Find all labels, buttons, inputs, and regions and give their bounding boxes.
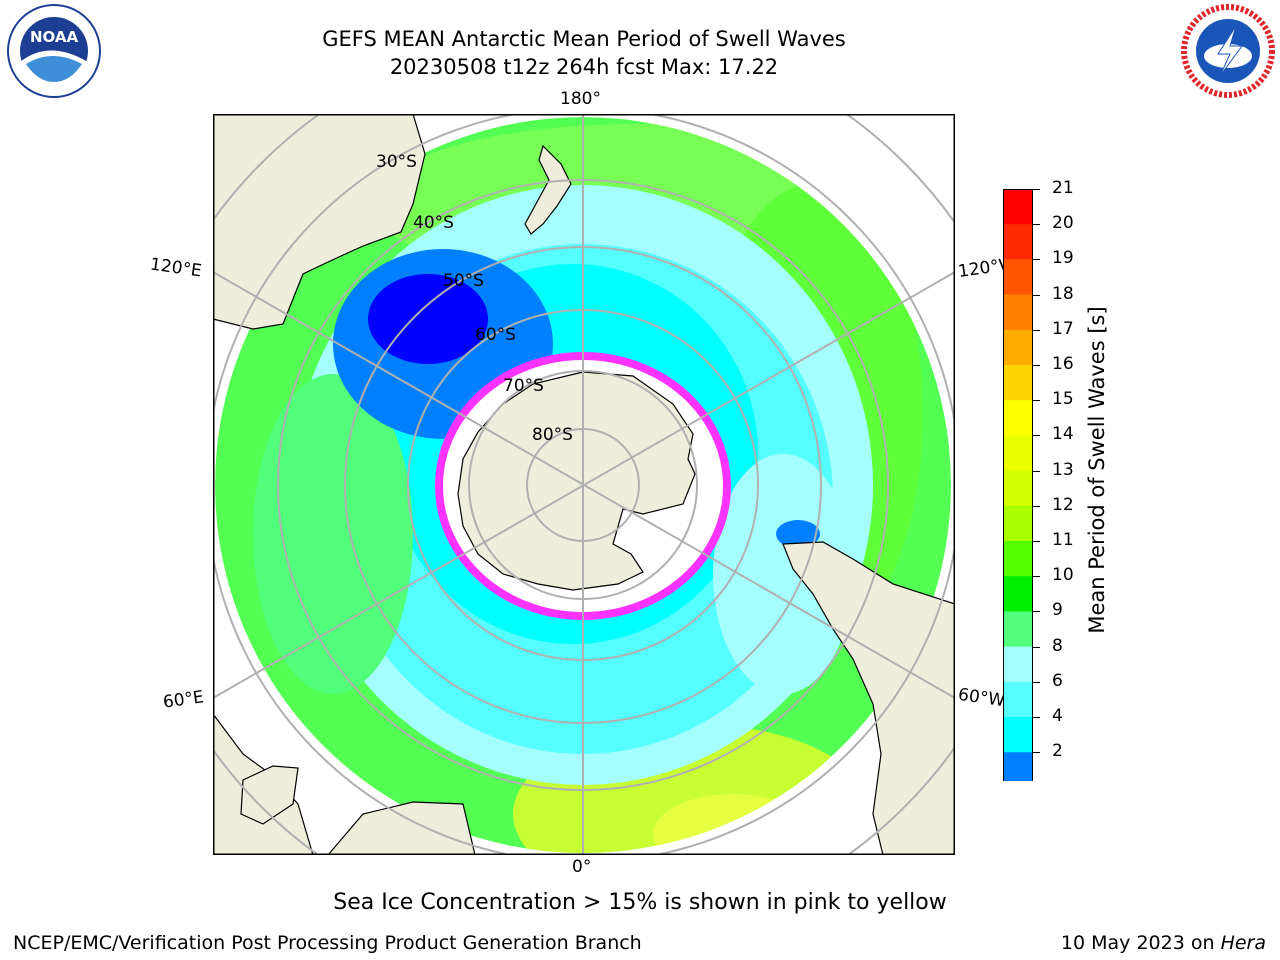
colorbar-swatches: [1002, 189, 1034, 816]
colorbar-tick-label: 2: [1052, 741, 1063, 762]
colorbar-swatch: [1003, 189, 1033, 225]
colorbar-tick-label: 20: [1052, 213, 1074, 234]
colorbar-tick-mark: [1033, 329, 1040, 331]
colorbar-tick-label: 17: [1052, 318, 1074, 339]
lon-label-180: 180°: [560, 89, 601, 109]
colorbar-tick-mark: [1033, 541, 1040, 542]
colorbar-tick-label: 21: [1052, 178, 1074, 198]
colorbar-tick-mark: [1033, 470, 1040, 472]
colorbar-tick-label: 18: [1052, 283, 1074, 304]
colorbar-swatch: [1003, 505, 1033, 542]
colorbar-swatch: [1003, 259, 1033, 296]
colorbar-tick-mark: [1033, 294, 1040, 296]
colorbar-tick-label: 12: [1052, 494, 1074, 515]
colorbar-tick-mark: [1033, 717, 1040, 718]
lat-label-60s: 60°S: [475, 325, 516, 345]
colorbar-tick-label: 15: [1052, 389, 1074, 410]
lon-label-60e: 60°E: [161, 687, 206, 713]
lat-label-70s: 70°S: [503, 376, 544, 396]
colorbar-swatch: [1003, 611, 1033, 648]
colorbar-tick-mark: [1033, 752, 1040, 754]
colorbar-tick-mark: [1033, 505, 1040, 507]
colorbar-tick-mark: [1033, 224, 1040, 226]
noaa-logo: NOAA: [4, 4, 104, 98]
colorbar-swatch: [1003, 365, 1033, 401]
lat-label-50s: 50°S: [443, 271, 484, 291]
lat-label-80s: 80°S: [532, 425, 573, 445]
colorbar-swatch: [1003, 646, 1033, 683]
nws-logo: [1178, 4, 1278, 98]
colorbar-swatch: [1003, 224, 1033, 260]
colorbar-swatch: [1003, 470, 1033, 507]
colorbar-tick-label: 9: [1052, 600, 1063, 621]
colorbar-swatch: [1003, 541, 1033, 577]
noaa-logo-text: NOAA: [30, 28, 79, 46]
colorbar-tick-mark: [1033, 681, 1040, 683]
footer-host: Hera: [1220, 932, 1266, 954]
colorbar: [1002, 189, 1034, 816]
lat-label-40s: 40°S: [413, 213, 454, 233]
chart-title: GEFS MEAN Antarctic Mean Period of Swell…: [322, 27, 846, 51]
colorbar-tick-label: 19: [1052, 248, 1074, 269]
colorbar-tick-mark: [1033, 400, 1040, 402]
colorbar-tick-label: 16: [1052, 354, 1074, 374]
colorbar-tick-mark: [1033, 259, 1040, 261]
footer-date: 10 May 2023 on Hera: [1061, 932, 1266, 954]
colorbar-tick-mark: [1033, 576, 1040, 578]
colorbar-swatch: [1003, 752, 1033, 788]
colorbar-tick-label: 10: [1052, 565, 1074, 586]
map-panel: [213, 114, 955, 855]
lon-label-0: 0°: [572, 857, 592, 877]
colorbar-tick-label: 13: [1052, 459, 1074, 480]
colorbar-tick-label: 8: [1052, 635, 1063, 656]
colorbar-swatch: [1003, 717, 1033, 753]
sea-ice-note: Sea Ice Concentration > 15% is shown in …: [333, 890, 947, 915]
lon-label-60w: 60°W: [956, 684, 1007, 712]
colorbar-swatch: [1003, 576, 1033, 612]
lon-label-120e: 120°E: [148, 254, 203, 282]
colorbar-tick-label: 6: [1052, 670, 1063, 691]
graticule: [213, 114, 955, 855]
colorbar-tick-mark: [1033, 189, 1040, 190]
polar-map: [213, 114, 955, 855]
colorbar-tick-mark: [1033, 435, 1040, 437]
colorbar-tick-label: 11: [1052, 530, 1074, 550]
colorbar-swatch: [1003, 681, 1033, 718]
footer-date-text: 10 May 2023 on: [1060, 932, 1215, 954]
colorbar-tick-label: 14: [1052, 424, 1074, 445]
colorbar-swatch: [1003, 294, 1033, 331]
colorbar-tick-label: 4: [1052, 706, 1063, 726]
colorbar-tick-mark: [1033, 646, 1040, 648]
chart-subtitle: 20230508 t12z 264h fcst Max: 17.22: [389, 55, 779, 79]
colorbar-swatch: [1003, 435, 1033, 472]
lat-label-30s: 30°S: [376, 152, 417, 172]
land-masses: [213, 114, 955, 855]
colorbar-swatch: [1003, 329, 1033, 366]
colorbar-tick-mark: [1033, 365, 1040, 366]
colorbar-label: Mean Period of Swell Waves [s]: [1085, 306, 1109, 634]
footer-credit: NCEP/EMC/Verification Post Processing Pr…: [13, 932, 642, 954]
colorbar-swatch: [1003, 400, 1033, 436]
colorbar-tick-mark: [1033, 611, 1040, 613]
